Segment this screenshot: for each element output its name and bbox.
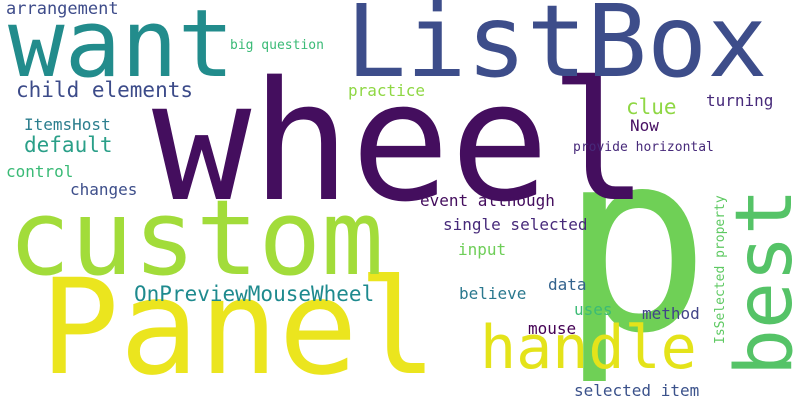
word-now: Now — [630, 116, 659, 135]
word-believe: believe — [459, 284, 527, 303]
word-p: p — [560, 97, 711, 388]
word-want: want — [8, 0, 235, 99]
word-arrangement: arrangement — [6, 0, 119, 19]
word-best: best — [720, 188, 800, 376]
word-onpreviewmousewheel: OnPreviewMouseWheel — [134, 282, 375, 306]
word-control: control — [6, 162, 74, 181]
word-panel: Panel — [40, 251, 438, 400]
word-selected-item: selected item — [574, 381, 700, 400]
word-single-selected: single selected — [443, 215, 588, 234]
word-turning: turning — [706, 91, 774, 110]
word-default: default — [24, 133, 113, 157]
word-child-elements: child elements — [16, 78, 194, 102]
word-method: method — [642, 304, 700, 323]
word-wheel: wheel — [152, 46, 649, 238]
word-handle: handle — [480, 313, 697, 383]
word-big-question: big question — [230, 38, 324, 53]
word-event-although: event although — [420, 191, 555, 210]
word-listbox: ListBox — [346, 0, 768, 100]
word-uses: uses — [574, 300, 613, 319]
word-mouse: mouse — [528, 319, 577, 338]
word-changes: changes — [70, 180, 138, 199]
word-practice: practice — [348, 81, 426, 100]
word-isselected-property: IsSelected property — [713, 195, 728, 344]
word-custom: custom — [8, 177, 384, 299]
word-itemshost: ItemsHost — [24, 115, 111, 134]
word-data: data — [548, 275, 587, 294]
word-provide-horizontal: provide horizontal — [573, 140, 714, 155]
word-input: input — [458, 240, 507, 259]
word-clue: clue — [626, 95, 677, 119]
